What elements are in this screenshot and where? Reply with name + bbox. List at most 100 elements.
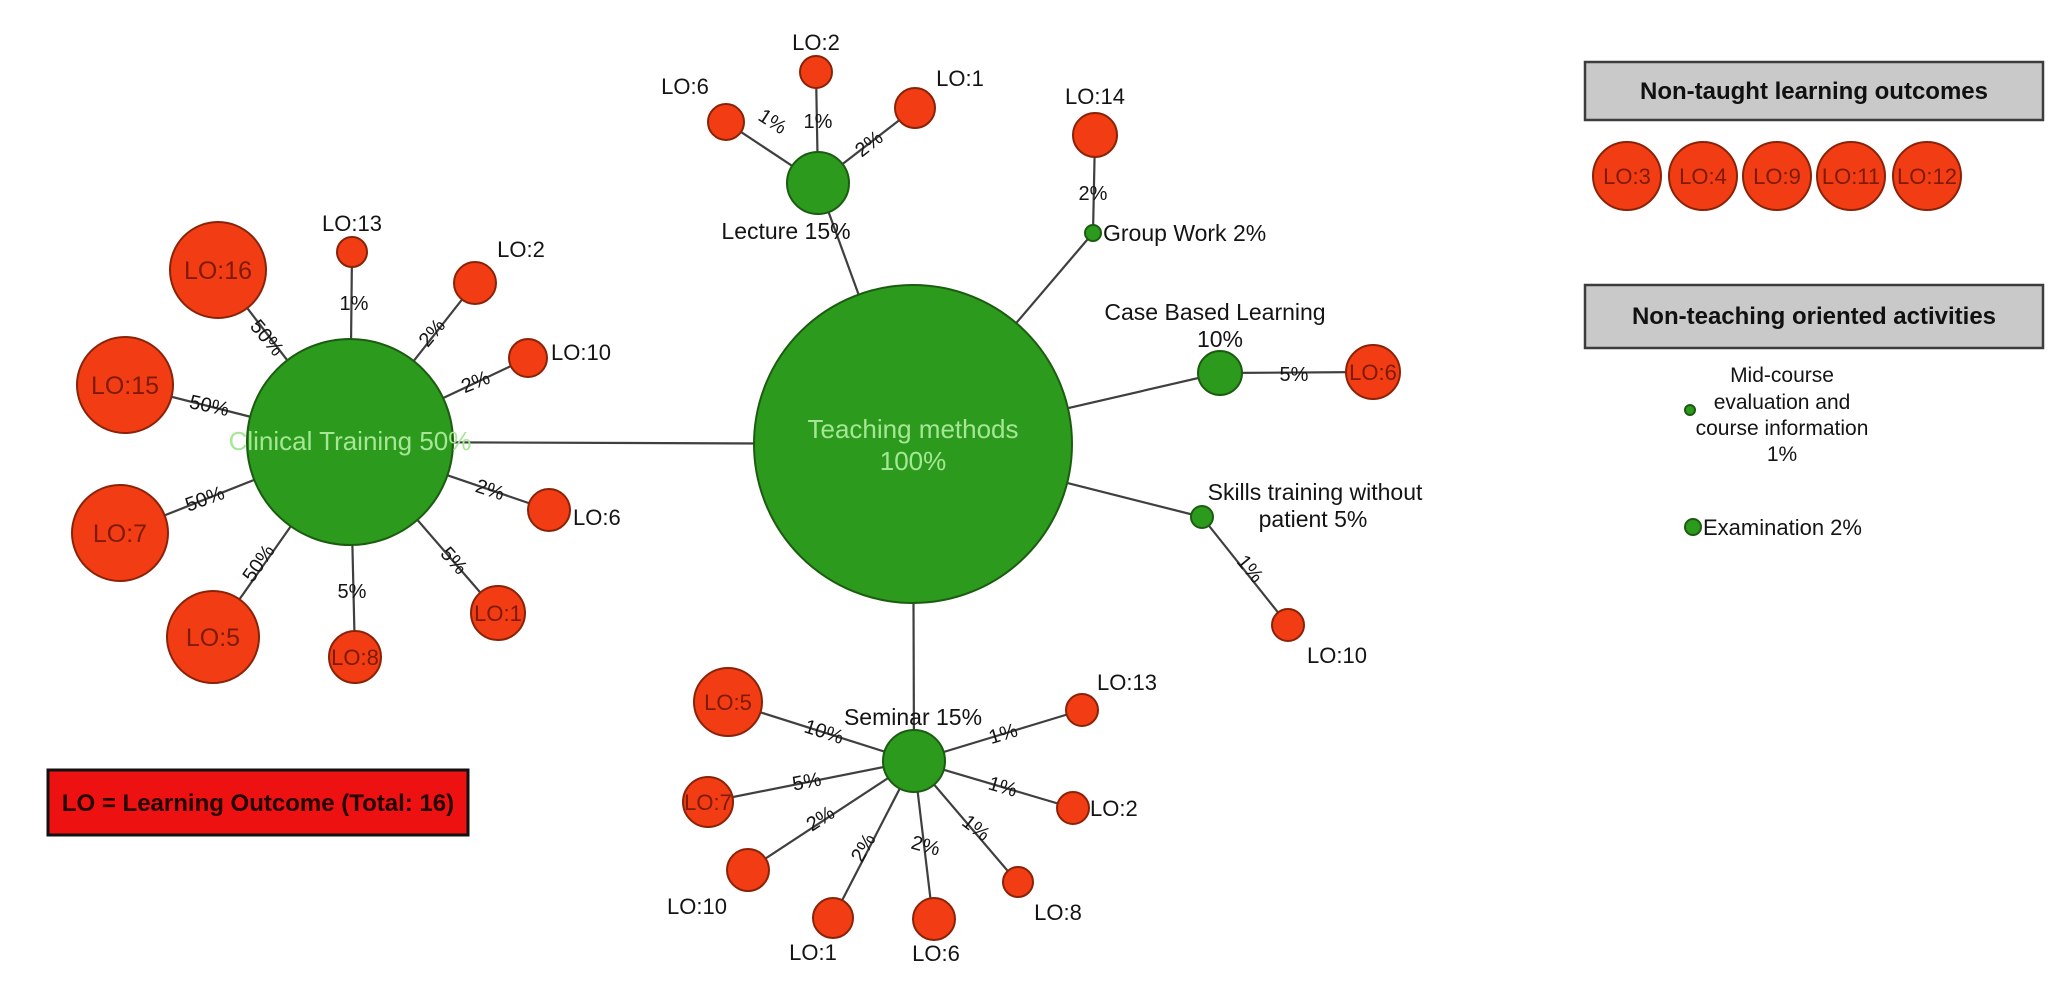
lecture-lo1-label: LO:1 (936, 66, 984, 91)
node-clinical-lo7 (71, 484, 169, 582)
seminar-lo6-label: LO:6 (912, 941, 960, 966)
mid-course-line3: course information (1696, 417, 1869, 440)
node-nontaught-lo3 (1592, 141, 1662, 211)
seminar-lo8-label: LO:8 (1034, 900, 1082, 925)
node-lecture-lo1 (894, 87, 936, 129)
node-skills-training (1190, 505, 1214, 529)
skills-title-line1: Skills training without (1208, 479, 1423, 505)
seminar-lo10-label: LO:10 (667, 894, 727, 919)
clinical-lo6-label: LO:6 (573, 505, 621, 530)
node-teaching-methods (753, 284, 1073, 604)
clinical-lo7-pct: 50% (182, 482, 227, 516)
node-clinical-lo6 (527, 488, 571, 532)
node-nontaught-lo12 (1892, 141, 1962, 211)
seminar-label: Seminar 15% (844, 704, 982, 730)
casebased-lo6-label: LO:6 (1349, 360, 1397, 385)
legend-text: LO = Learning Outcome (Total: 16) (62, 790, 454, 817)
non-teaching-title: Non-teaching oriented activities (1632, 303, 1996, 330)
seminar-lo13-label: LO:13 (1097, 670, 1157, 695)
clinical-lo1-label: LO:1 (474, 601, 522, 626)
mid-course-line1: Mid-course (1730, 364, 1834, 387)
seminar-lo13-pct: 1% (986, 719, 1020, 749)
skills-title-line2: patient 5% (1259, 506, 1368, 532)
mid-course-line2: evaluation and (1714, 391, 1851, 414)
skills-edge-pct: 1% (1232, 551, 1268, 587)
node-nontaught-lo4 (1668, 141, 1738, 211)
node-clinical-lo16 (169, 221, 267, 319)
node-nontaught-lo11 (1816, 141, 1886, 211)
node-clinical-lo15 (76, 336, 174, 434)
clinical-lo6-pct: 2% (473, 475, 507, 505)
node-seminar-lo6 (912, 897, 956, 941)
mid-course-dot (1684, 404, 1696, 416)
lecture-lo1-pct: 2% (851, 127, 887, 162)
seminar-lo5-label: LO:5 (704, 690, 752, 715)
node-clinical-lo10 (508, 338, 548, 378)
clinical-lo5-pct: 50% (239, 541, 280, 587)
node-seminar-lo10 (726, 848, 770, 892)
seminar-lo2-label: LO:2 (1090, 796, 1138, 821)
seminar-lo1-label: LO:1 (789, 940, 837, 965)
teaching-methods-label-line1: Teaching methods (807, 414, 1018, 444)
edge-skills-lo10 (1201, 516, 1289, 626)
seminar-lo6-pct: 2% (909, 832, 943, 861)
mid-course-line4: 1% (1767, 443, 1797, 466)
lecture-label: Lecture 15% (721, 218, 850, 244)
examination-label: Examination 2% (1703, 515, 1862, 540)
clinical-training-label: Clinical Training 50% (229, 426, 472, 456)
node-clinical-training (246, 338, 454, 546)
nontaught-lo11-label: LO:11 (1822, 164, 1880, 189)
seminar-lo5-pct: 10% (801, 716, 846, 749)
nontaught-lo3-label: LO:3 (1603, 164, 1651, 189)
clinical-lo5-label: LO:5 (186, 624, 240, 652)
clinical-lo13-label: LO:13 (322, 211, 382, 236)
nontaught-lo9-label: LO:9 (1753, 164, 1801, 189)
node-group-work (1084, 224, 1102, 242)
edge-seminar-lo7 (707, 759, 915, 804)
node-skills-lo10 (1271, 608, 1305, 642)
node-seminar (882, 729, 946, 793)
node-lecture-lo6 (707, 103, 745, 141)
clinical-lo15-pct: 50% (187, 391, 231, 421)
nontaught-lo4-label: LO:4 (1679, 164, 1727, 189)
clinical-lo16-label: LO:16 (184, 257, 252, 285)
seminar-lo2-pct: 1% (986, 773, 1020, 802)
lecture-lo2-pct: 1% (804, 111, 833, 133)
node-lecture (786, 151, 850, 215)
node-seminar-lo5 (693, 667, 763, 737)
non-teaching-title-box (1583, 283, 2045, 350)
clinical-lo2-label: LO:2 (497, 237, 545, 262)
node-clinical-lo5 (166, 590, 260, 684)
node-clinical-lo1 (470, 585, 526, 641)
node-clinical-lo2 (453, 261, 497, 305)
clinical-lo7-label: LO:7 (93, 520, 147, 548)
clinical-lo8-label: LO:8 (331, 645, 379, 670)
lecture-lo6-label: LO:6 (661, 74, 709, 99)
legend-box (46, 768, 470, 837)
seminar-lo8-pct: 1% (958, 811, 994, 846)
node-seminar-lo2 (1056, 791, 1090, 825)
casebased-edge-pct: 5% (1280, 364, 1309, 386)
node-seminar-lo8 (1002, 866, 1034, 898)
clinical-lo15-label: LO:15 (91, 372, 159, 400)
nontaught-lo12-label: LO:12 (1897, 164, 1957, 189)
non-taught-title-box (1583, 60, 2045, 122)
examination-dot (1684, 518, 1702, 536)
clinical-lo10-pct: 2% (458, 367, 493, 398)
group-work-label: Group Work 2% (1103, 220, 1266, 246)
lecture-lo2-label: LO:2 (792, 30, 840, 55)
seminar-lo7-pct: 5% (791, 769, 824, 796)
case-based-pct: 10% (1197, 326, 1243, 352)
groupwork-lo14-pct: 2% (1079, 183, 1108, 205)
clinical-lo10-label: LO:10 (551, 340, 611, 365)
teaching-methods-label-line2: 100% (880, 446, 947, 476)
node-nontaught-lo9 (1742, 141, 1812, 211)
case-based-title: Case Based Learning (1104, 299, 1325, 325)
lecture-lo6-pct: 1% (754, 105, 790, 139)
node-seminar-lo7 (682, 776, 734, 828)
skills-lo10-label: LO:10 (1307, 643, 1367, 668)
node-seminar-lo1 (812, 897, 854, 939)
node-seminar-lo13 (1065, 693, 1099, 727)
